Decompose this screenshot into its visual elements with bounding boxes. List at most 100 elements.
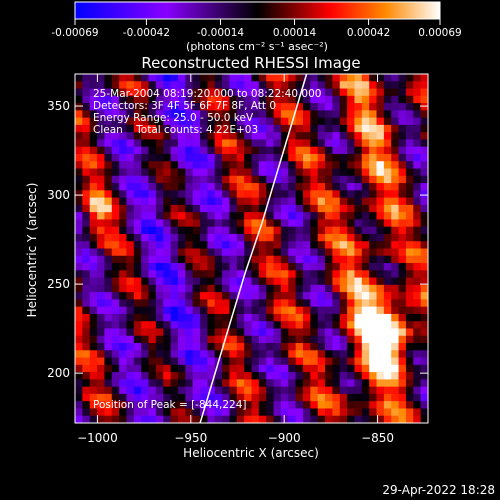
heatmap-cell (177, 241, 186, 249)
heatmap-cell (200, 81, 208, 89)
heatmap-cell (244, 110, 252, 119)
heatmap-cell (148, 233, 157, 242)
heatmap-cell (376, 270, 385, 278)
heatmap-cell (177, 103, 186, 111)
heatmap-cell (413, 415, 422, 423)
heatmap-cell (155, 103, 164, 111)
heatmap-cell (376, 292, 385, 300)
heatmap-cell (126, 81, 135, 89)
heatmap-cell (170, 379, 179, 388)
heatmap-cell (214, 393, 223, 402)
heatmap-cell (398, 204, 407, 213)
heatmap-cell (288, 110, 297, 119)
heatmap-cell (141, 270, 149, 278)
heatmap-cell (391, 270, 399, 278)
heatmap-cell (244, 124, 252, 133)
heatmap-cell (229, 197, 238, 206)
heatmap-cell (383, 306, 392, 315)
heatmap-cell (258, 190, 267, 198)
heatmap-cell (126, 124, 135, 133)
heatmap-cell (185, 117, 194, 126)
heatmap-cell (251, 175, 260, 184)
heatmap-cell (361, 335, 370, 344)
heatmap-cell (119, 233, 127, 242)
heatmap-cell (354, 357, 363, 366)
heatmap-cell (258, 321, 267, 329)
heatmap-cell (339, 190, 348, 198)
heatmap-cell (163, 328, 171, 337)
heatmap-cell (207, 270, 216, 278)
heatmap-cell (302, 415, 311, 423)
heatmap-cell (185, 306, 194, 315)
heatmap-cell (288, 248, 297, 257)
heatmap-cell (141, 415, 149, 423)
heatmap-cell (97, 408, 105, 417)
heatmap-cell (325, 95, 333, 104)
heatmap-cell (192, 270, 201, 278)
heatmap-cell (339, 350, 348, 358)
heatmap-cell (280, 95, 289, 104)
heatmap-cell (177, 175, 186, 184)
heatmap-cell (339, 153, 348, 162)
heatmap-cell (141, 379, 149, 388)
heatmap-cell (97, 132, 105, 140)
heatmap-cell (214, 415, 223, 423)
heatmap-cell (258, 139, 267, 148)
heatmap-cell (325, 364, 333, 373)
heatmap-cell (177, 299, 186, 308)
heatmap-cell (192, 74, 201, 82)
heatmap-cell (155, 408, 164, 417)
heatmap-cell (222, 233, 230, 242)
heatmap-cell (369, 248, 377, 257)
heatmap-cell (244, 146, 252, 155)
heatmap-cell (266, 139, 274, 148)
heatmap-cell (119, 270, 127, 278)
heatmap-cell (332, 401, 341, 409)
heatmap-cell (295, 204, 304, 213)
heatmap-cell (170, 372, 179, 380)
heatmap-cell (104, 328, 113, 337)
heatmap-cell (339, 212, 348, 220)
heatmap-cell (258, 103, 267, 111)
heatmap-cell (310, 313, 319, 322)
heatmap-cell (288, 95, 297, 104)
heatmap-cell (266, 81, 274, 89)
heatmap-cell (420, 95, 428, 104)
heatmap-cell (97, 241, 105, 249)
heatmap-cell (229, 95, 238, 104)
heatmap-cell (111, 219, 120, 228)
heatmap-cell (222, 379, 230, 388)
heatmap-cell (398, 226, 407, 235)
heatmap-cell (111, 190, 120, 198)
heatmap-cell (229, 343, 238, 351)
heatmap-cell (376, 168, 385, 177)
heatmap-cell (369, 306, 377, 315)
heatmap-cell (391, 81, 399, 89)
heatmap-cell (222, 74, 230, 82)
heatmap-cell (148, 277, 157, 286)
heatmap-cell (155, 183, 164, 191)
heatmap-cell (200, 110, 208, 119)
heatmap-cell (104, 248, 113, 257)
heatmap-cell (214, 233, 223, 242)
heatmap-cell (317, 233, 326, 242)
heatmap-cell (369, 204, 377, 213)
heatmap-cell (244, 277, 252, 286)
heatmap-cell (383, 335, 392, 344)
heatmap-cell (405, 357, 414, 366)
heatmap-cell (97, 168, 105, 177)
heatmap-cell (104, 168, 113, 177)
heatmap-cell (141, 183, 149, 191)
heatmap-cell (89, 335, 98, 344)
heatmap-cell (251, 372, 260, 380)
heatmap-cell (222, 248, 230, 257)
heatmap-cell (89, 110, 98, 119)
heatmap-cell (207, 212, 216, 220)
heatmap-cell (207, 372, 216, 380)
heatmap-cell (391, 379, 399, 388)
heatmap-cell (200, 204, 208, 213)
heatmap-cell (325, 81, 333, 89)
heatmap-cell (332, 175, 341, 184)
heatmap-cell (405, 190, 414, 198)
heatmap-cell (266, 328, 274, 337)
